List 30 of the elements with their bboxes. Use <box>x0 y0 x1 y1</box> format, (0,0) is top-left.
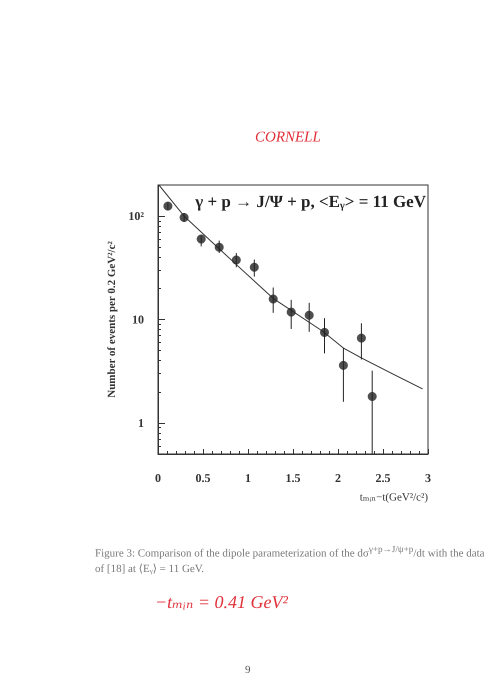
text: 9 <box>245 664 250 676</box>
text: CORNELL <box>255 130 321 146</box>
point <box>250 262 259 272</box>
text: −tₘᵢₙ = 0.41 GeV² <box>155 592 288 613</box>
x-tick-label: 0.5 <box>196 471 210 485</box>
point <box>304 310 314 320</box>
y-tick-label: 1 <box>138 416 144 430</box>
point <box>338 360 348 370</box>
x-tick-label: 0 <box>155 471 161 485</box>
x-tick-label: 1 <box>245 471 251 485</box>
point <box>180 212 189 222</box>
point <box>214 242 224 252</box>
y-axis-title: Number of events per 0.2 GeV²/c² <box>106 240 118 398</box>
text: Figure 3: Comparison of the dipole parameterization of the dσ$^{γ+p→J/ψ+p}$/dt with the data of [18] at ⟨Eᵧ⟩ = 11 GeV. <box>95 544 485 575</box>
point <box>232 256 241 265</box>
y-tick-label: 10 <box>132 312 144 326</box>
chart-title: γ + p → J/Ψ + p, <Eᵧ> = 11 GeV <box>194 192 427 211</box>
y-tick-label: 10² <box>128 209 144 224</box>
point <box>356 334 366 343</box>
point <box>196 234 206 244</box>
point <box>268 294 278 304</box>
point <box>320 328 329 337</box>
x-tick-label: 3 <box>425 471 431 485</box>
x-tick-label: 2.5 <box>376 471 390 485</box>
point <box>286 308 296 317</box>
point <box>368 392 377 401</box>
x-axis-title: tₘᵢₙ−t(GeV²/c²) <box>360 492 428 504</box>
x-tick-label: 1.5 <box>286 471 300 485</box>
point <box>163 202 172 211</box>
x-tick-label: 2 <box>335 471 341 485</box>
